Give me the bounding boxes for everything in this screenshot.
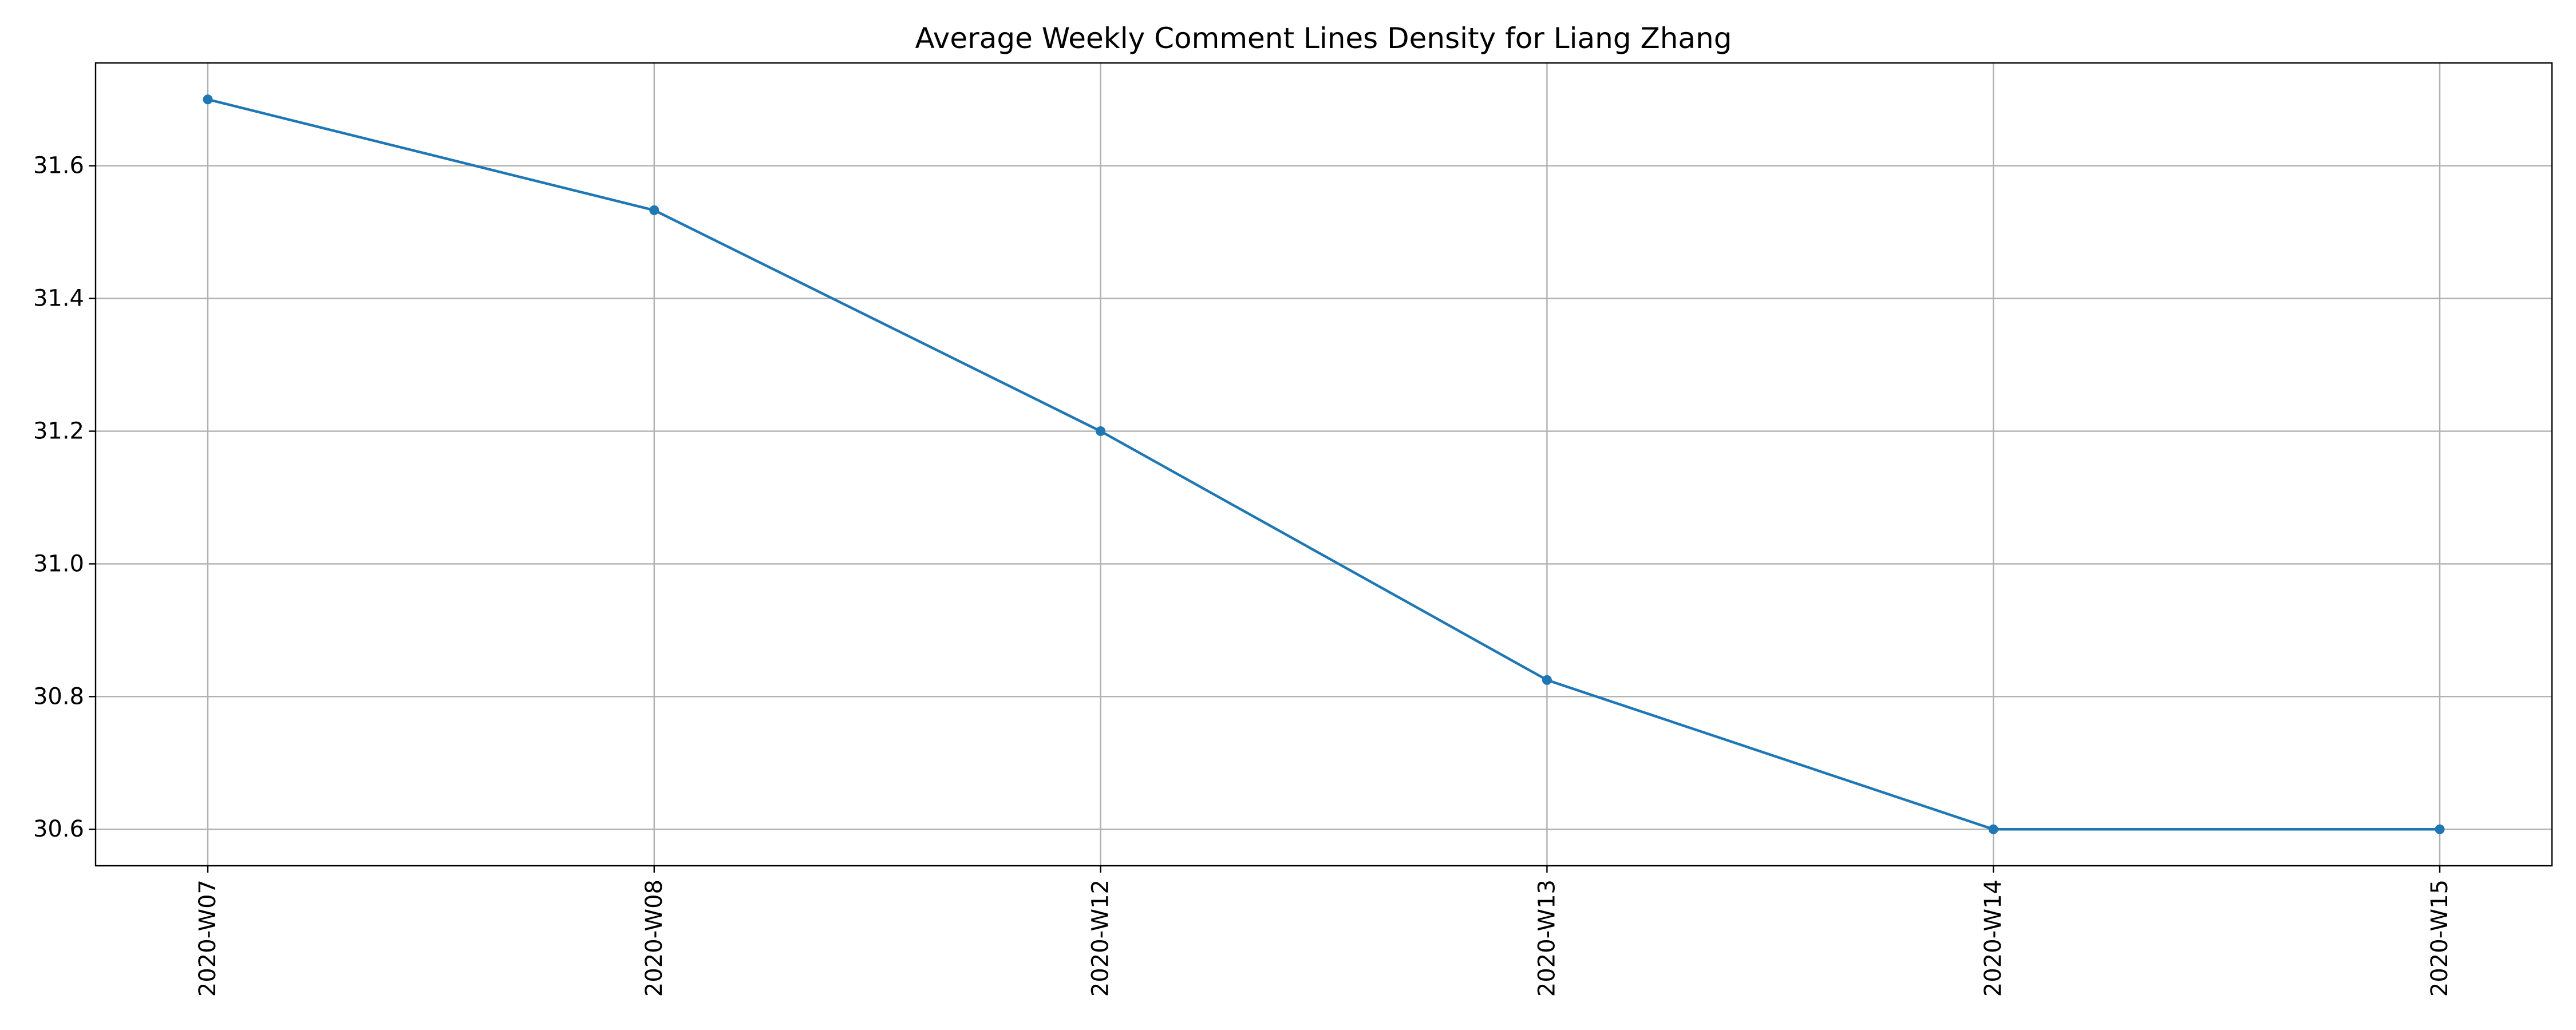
data-point [2435, 824, 2445, 834]
data-point [1096, 426, 1106, 437]
chart-title: Average Weekly Comment Lines Density for… [915, 22, 1732, 55]
series-line [206, 98, 2441, 831]
x-tick-label: 2020-W08 [641, 880, 667, 997]
x-tick-label: 2020-W15 [2427, 880, 2453, 997]
x-tick-label: 2020-W13 [1534, 880, 1560, 997]
axes-frame [94, 62, 2553, 867]
x-tick-label: 2020-W12 [1088, 880, 1114, 997]
data-point [203, 94, 213, 105]
y-tick-label: 31.6 [33, 153, 84, 179]
x-tick-label: 2020-W07 [195, 880, 221, 997]
y-axis: 30.6 30.8 31.0 31.2 31.4 31.6 [33, 153, 96, 842]
y-tick-label: 31.0 [33, 550, 84, 577]
grid [96, 63, 2552, 866]
data-point [1988, 824, 1998, 834]
data-point [1542, 675, 1552, 685]
y-tick-label: 31.4 [33, 286, 84, 312]
x-axis: 2020-W07 2020-W08 2020-W12 2020-W13 2020-W14… [195, 866, 2453, 997]
x-tick-label: 2020-W14 [1980, 880, 2006, 997]
y-tick-label: 30.6 [33, 816, 84, 842]
y-tick-label: 30.8 [33, 683, 84, 710]
series-layer [203, 94, 2445, 834]
data-point [649, 205, 659, 215]
y-tick-label: 31.2 [33, 418, 84, 445]
